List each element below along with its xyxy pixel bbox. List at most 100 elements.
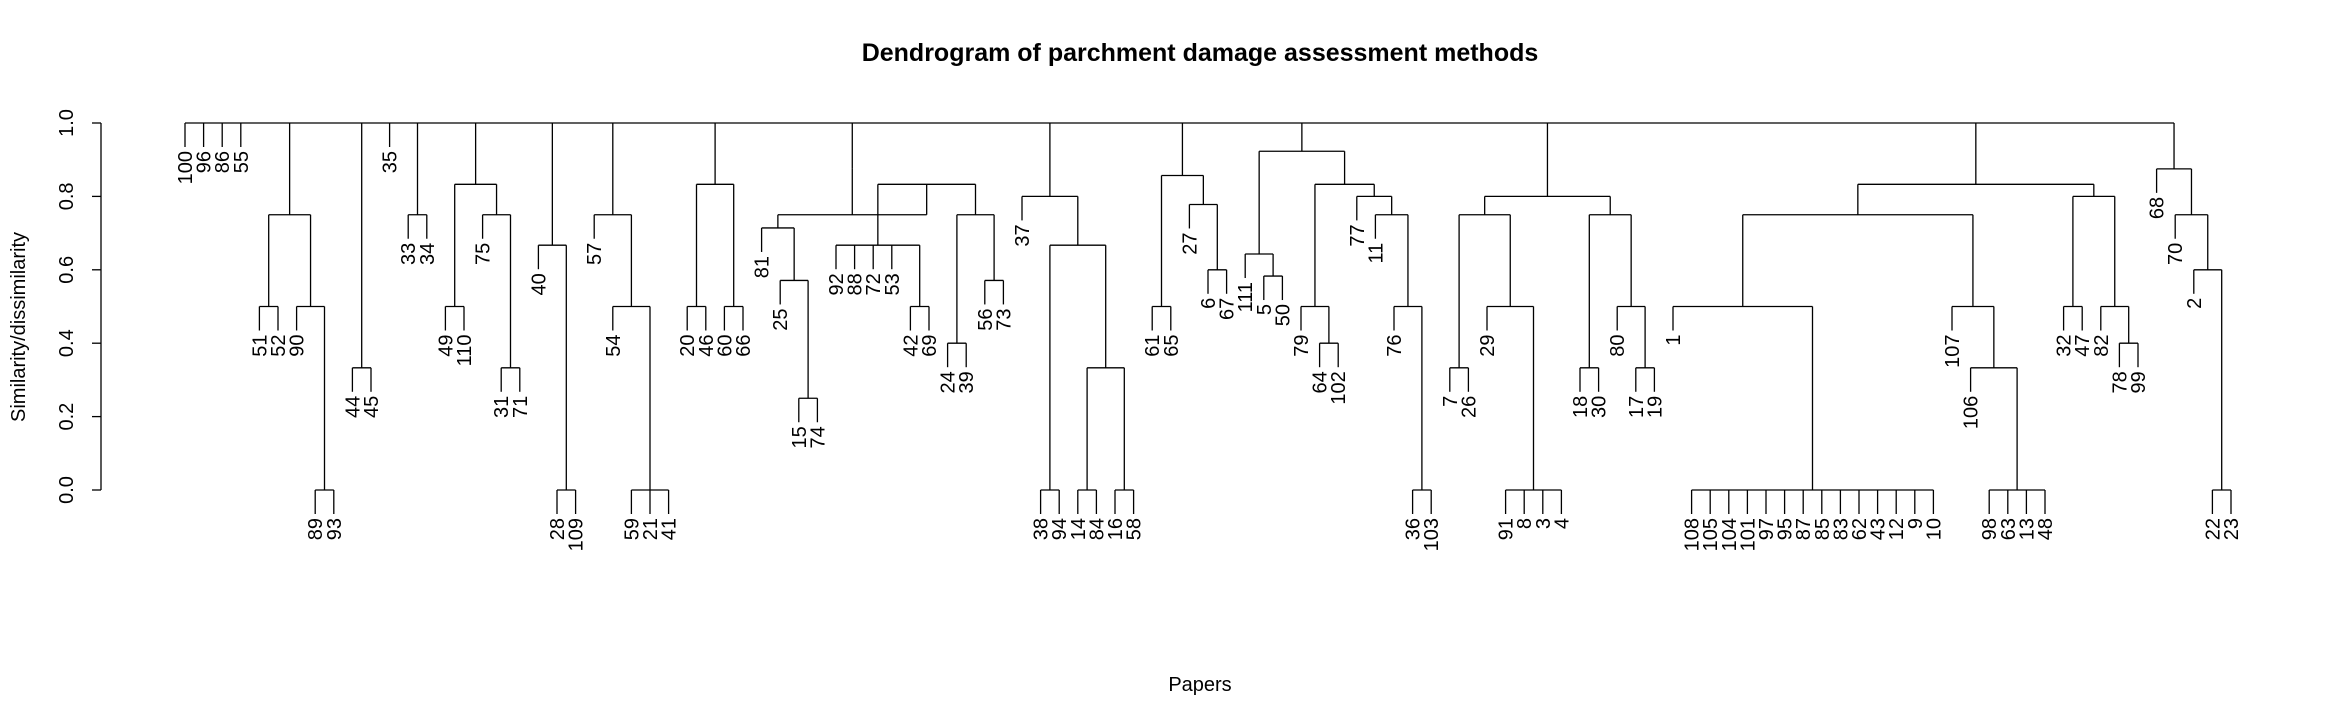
leaf-label-56: 56 <box>975 308 997 330</box>
leaf-label-73: 73 <box>993 308 1015 330</box>
leaf-label-61: 61 <box>1142 335 1164 357</box>
leaf-label-86: 86 <box>212 151 234 173</box>
leaf-label-20: 20 <box>677 335 699 357</box>
leaf-label-30: 30 <box>1589 396 1611 418</box>
leaf-label-62: 62 <box>1849 518 1871 540</box>
y-tick-label: 0.6 <box>56 256 78 284</box>
leaf-label-23: 23 <box>2221 518 2243 540</box>
leaf-label-108: 108 <box>1682 518 1704 551</box>
leaf-label-77: 77 <box>1347 224 1369 246</box>
leaf-label-84: 84 <box>1086 518 1108 540</box>
y-tick-label: 0.0 <box>56 476 78 504</box>
leaf-label-4: 4 <box>1551 518 1573 529</box>
leaf-label-95: 95 <box>1775 518 1797 540</box>
leaf-label-87: 87 <box>1793 518 1815 540</box>
leaf-label-6: 6 <box>1198 298 1220 309</box>
leaf-label-24: 24 <box>938 371 960 393</box>
y-tick-label: 0.2 <box>56 403 78 431</box>
leaf-label-13: 13 <box>2016 518 2038 540</box>
leaf-label-105: 105 <box>1700 518 1722 551</box>
leaf-label-40: 40 <box>528 273 550 295</box>
leaf-label-17: 17 <box>1626 396 1648 418</box>
leaf-label-101: 101 <box>1737 518 1759 551</box>
leaf-label-51: 51 <box>249 335 271 357</box>
leaf-label-19: 19 <box>1644 396 1666 418</box>
leaf-label-75: 75 <box>473 243 495 265</box>
leaf-label-5: 5 <box>1254 304 1276 315</box>
leaf-label-43: 43 <box>1868 518 1890 540</box>
leaf-label-11: 11 <box>1365 243 1387 264</box>
leaf-label-93: 93 <box>324 518 346 540</box>
leaf-label-33: 33 <box>398 243 420 265</box>
leaf-label-21: 21 <box>640 518 662 540</box>
leaf-label-63: 63 <box>1998 518 2020 540</box>
leaf-label-107: 107 <box>1942 335 1964 368</box>
leaf-label-102: 102 <box>1328 371 1350 404</box>
y-axis-label: Similarity/dissimilarity <box>8 232 30 422</box>
leaf-label-44: 44 <box>342 396 364 418</box>
leaf-label-96: 96 <box>194 151 216 173</box>
leaf-label-94: 94 <box>1049 518 1071 540</box>
leaf-label-14: 14 <box>1068 518 1090 540</box>
leaf-label-58: 58 <box>1124 518 1146 540</box>
leaf-label-16: 16 <box>1105 518 1127 540</box>
leaf-label-29: 29 <box>1477 335 1499 357</box>
leaf-label-103: 103 <box>1421 518 1443 551</box>
leaf-label-47: 47 <box>2072 335 2094 357</box>
leaf-label-92: 92 <box>826 273 848 295</box>
leaf-label-12: 12 <box>1886 518 1908 540</box>
leaf-label-109: 109 <box>566 518 588 551</box>
y-axis-ticks: 0.0 0.2 0.4 0.6 0.8 1.0 <box>56 109 101 504</box>
leaf-label-31: 31 <box>491 396 513 418</box>
leaf-label-7: 7 <box>1440 396 1462 407</box>
leaf-label-8: 8 <box>1514 518 1536 529</box>
leaf-label-37: 37 <box>1012 224 1034 246</box>
y-tick-label: 0.4 <box>56 329 78 357</box>
leaf-label-9: 9 <box>1905 518 1927 529</box>
leaf-label-2: 2 <box>2184 298 2206 309</box>
leaf-label-53: 53 <box>882 273 904 295</box>
leaf-label-71: 71 <box>510 396 532 418</box>
leaf-label-111: 111 <box>1235 282 1257 312</box>
chart-title: Dendrogram of parchment damage assessmen… <box>862 39 1539 67</box>
leaf-label-27: 27 <box>1179 232 1201 254</box>
leaf-label-80: 80 <box>1607 335 1629 357</box>
leaf-label-45: 45 <box>361 396 383 418</box>
leaf-label-83: 83 <box>1830 518 1852 540</box>
leaf-label-90: 90 <box>287 335 309 357</box>
leaf-label-1: 1 <box>1663 335 1685 346</box>
leaf-label-54: 54 <box>603 335 625 357</box>
y-tick-label: 1.0 <box>56 109 78 137</box>
leaf-label-18: 18 <box>1570 396 1592 418</box>
leaf-label-52: 52 <box>268 335 290 357</box>
leaf-label-15: 15 <box>789 426 811 448</box>
leaf-label-79: 79 <box>1291 335 1313 357</box>
leaf-label-99: 99 <box>2128 371 2150 393</box>
leaf-label-106: 106 <box>1961 396 1983 429</box>
leaf-label-22: 22 <box>2202 518 2224 540</box>
leaf-label-38: 38 <box>1031 518 1053 540</box>
leaf-label-35: 35 <box>380 151 402 173</box>
leaf-label-42: 42 <box>900 335 922 357</box>
leaf-label-59: 59 <box>621 518 643 540</box>
leaf-label-46: 46 <box>696 335 718 357</box>
leaf-label-41: 41 <box>659 518 681 540</box>
leaf-label-39: 39 <box>956 371 978 393</box>
leaf-label-88: 88 <box>845 273 867 295</box>
leaf-label-49: 49 <box>435 335 457 357</box>
leaf-label-89: 89 <box>305 518 327 540</box>
y-tick-label: 0.8 <box>56 182 78 210</box>
x-axis-label: Papers <box>1168 674 1231 696</box>
leaf-label-66: 66 <box>733 335 755 357</box>
leaf-label-98: 98 <box>1979 518 2001 540</box>
leaf-label-32: 32 <box>2054 335 2076 357</box>
leaf-label-70: 70 <box>2165 243 2187 265</box>
leaf-label-67: 67 <box>1217 298 1239 320</box>
leaf-label-64: 64 <box>1310 371 1332 393</box>
leaf-label-97: 97 <box>1756 518 1778 540</box>
leaf-label-74: 74 <box>807 426 829 448</box>
leaf-label-82: 82 <box>2091 335 2113 357</box>
leaf-label-48: 48 <box>2035 518 2057 540</box>
leaf-label-72: 72 <box>863 273 885 295</box>
